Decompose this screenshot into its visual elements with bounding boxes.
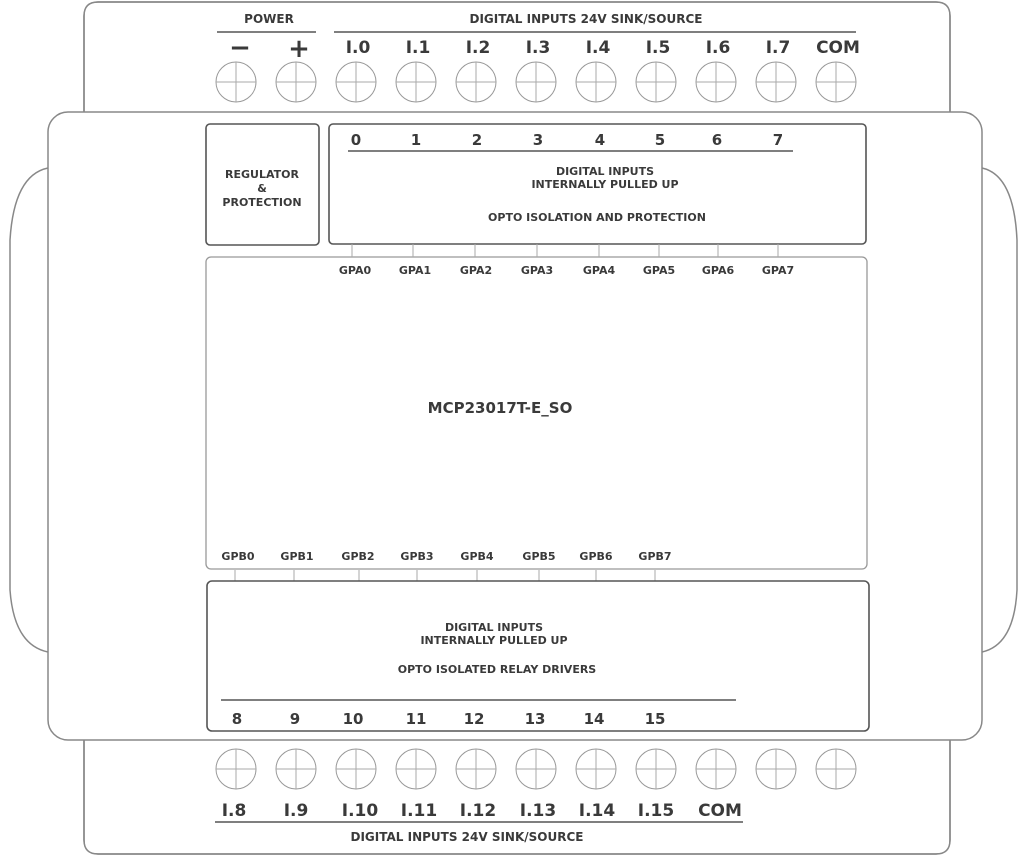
input-number: 9 (290, 710, 300, 728)
gpa-label: GPA4 (583, 264, 616, 277)
screw-terminal (335, 748, 377, 790)
terminal-label: I.8 (222, 801, 247, 821)
input-number: 7 (773, 131, 783, 149)
input-number: 4 (595, 131, 605, 149)
screw-terminal (395, 61, 437, 103)
terminal-label: I.9 (284, 801, 309, 821)
input-number: 2 (472, 131, 482, 149)
bottom-group-label: DIGITAL INPUTS 24V SINK/SOURCE (351, 830, 584, 844)
power-label: POWER (244, 12, 294, 26)
screw-terminal (215, 748, 257, 790)
regulator-label: REGULATOR (225, 168, 299, 181)
gpa-label: GPA7 (762, 264, 794, 277)
protection-label: PROTECTION (222, 196, 301, 209)
input-number: 12 (464, 710, 485, 728)
gpb-label: GPB5 (522, 550, 555, 563)
terminal-label-minus: − (229, 33, 251, 63)
screw-terminal (755, 61, 797, 103)
gpb-label: GPB6 (579, 550, 612, 563)
terminal-label: I.3 (526, 38, 551, 58)
input-number: 14 (584, 710, 605, 728)
screw-terminal (515, 748, 557, 790)
top-group-label: DIGITAL INPUTS 24V SINK/SOURCE (470, 12, 703, 26)
input-b-line2: INTERNALLY PULLED UP (420, 634, 567, 647)
gpa-label: GPA5 (643, 264, 675, 277)
input-a-line3: OPTO ISOLATION AND PROTECTION (488, 211, 706, 224)
input-number: 3 (533, 131, 543, 149)
screw-terminal (275, 748, 317, 790)
gpa-label: GPA2 (460, 264, 492, 277)
input-number: 10 (343, 710, 364, 728)
terminal-label: I.2 (466, 38, 491, 58)
screw-terminal (575, 61, 617, 103)
screw-terminal (635, 61, 677, 103)
screw-terminal (755, 748, 797, 790)
terminal-label: I.6 (706, 38, 731, 58)
input-block-b (206, 580, 870, 732)
screw-terminal (635, 748, 677, 790)
screw-terminal (515, 61, 557, 103)
input-number: 13 (525, 710, 546, 728)
terminal-label: I.5 (646, 38, 671, 58)
gpa-label: GPA6 (702, 264, 735, 277)
terminal-label: I.0 (346, 38, 371, 58)
input-a-line2: INTERNALLY PULLED UP (531, 178, 678, 191)
input-block-a (328, 123, 867, 245)
input-number: 6 (712, 131, 722, 149)
input-a-line1: DIGITAL INPUTS (556, 165, 654, 178)
input-b-line3: OPTO ISOLATED RELAY DRIVERS (398, 663, 597, 676)
terminal-label-plus: + (288, 34, 310, 64)
gpb-label: GPB3 (400, 550, 433, 563)
screw-terminal (395, 748, 437, 790)
regulator-box (205, 123, 320, 246)
screw-terminal (455, 748, 497, 790)
gpb-label: GPB2 (341, 550, 374, 563)
terminal-label: I.12 (460, 801, 496, 821)
terminal-label: I.11 (401, 801, 437, 821)
terminal-label: I.7 (766, 38, 791, 58)
input-number: 0 (351, 131, 361, 149)
input-number: 5 (655, 131, 665, 149)
terminal-label: I.13 (520, 801, 556, 821)
screw-terminal (815, 748, 857, 790)
input-number: 1 (411, 131, 421, 149)
regulator-ampersand: & (257, 182, 267, 195)
screw-terminal (815, 61, 857, 103)
terminal-label: I.15 (638, 801, 674, 821)
gpa-label: GPA3 (521, 264, 553, 277)
input-b-line1: DIGITAL INPUTS (445, 621, 543, 634)
terminal-label: I.10 (342, 801, 379, 821)
gpa-label: GPA0 (339, 264, 372, 277)
terminal-label-com: COM (698, 801, 742, 821)
input-number: 8 (232, 710, 242, 728)
terminal-label: I.14 (579, 801, 616, 821)
screw-terminal (455, 61, 497, 103)
screw-terminal (335, 61, 377, 103)
screw-terminal (695, 748, 737, 790)
chip-name: MCP23017T-E_SO (428, 399, 573, 417)
gpb-label: GPB0 (221, 550, 254, 563)
left-side-tab (9, 167, 49, 653)
terminal-label-com: COM (816, 38, 860, 58)
terminal-label: I.4 (586, 38, 611, 58)
gpb-label: GPB1 (280, 550, 313, 563)
screw-terminal (575, 748, 617, 790)
right-side-tab (981, 167, 1018, 653)
input-number: 11 (406, 710, 427, 728)
terminal-label: I.1 (406, 38, 431, 58)
input-number: 15 (645, 710, 666, 728)
gpb-label: GPB7 (638, 550, 671, 563)
screw-terminal (215, 61, 257, 103)
screw-terminal (695, 61, 737, 103)
screw-terminal (275, 61, 317, 103)
gpb-label: GPB4 (460, 550, 493, 563)
gpa-label: GPA1 (399, 264, 431, 277)
